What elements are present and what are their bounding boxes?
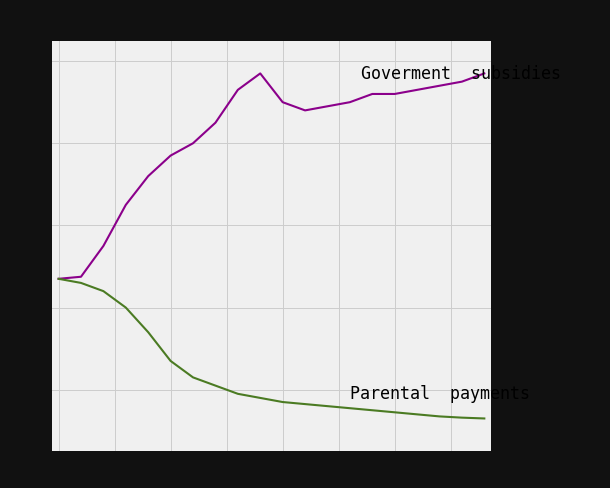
Text: Parental  payments: Parental payments <box>350 384 530 402</box>
Text: Goverment  subsidies: Goverment subsidies <box>361 64 561 82</box>
